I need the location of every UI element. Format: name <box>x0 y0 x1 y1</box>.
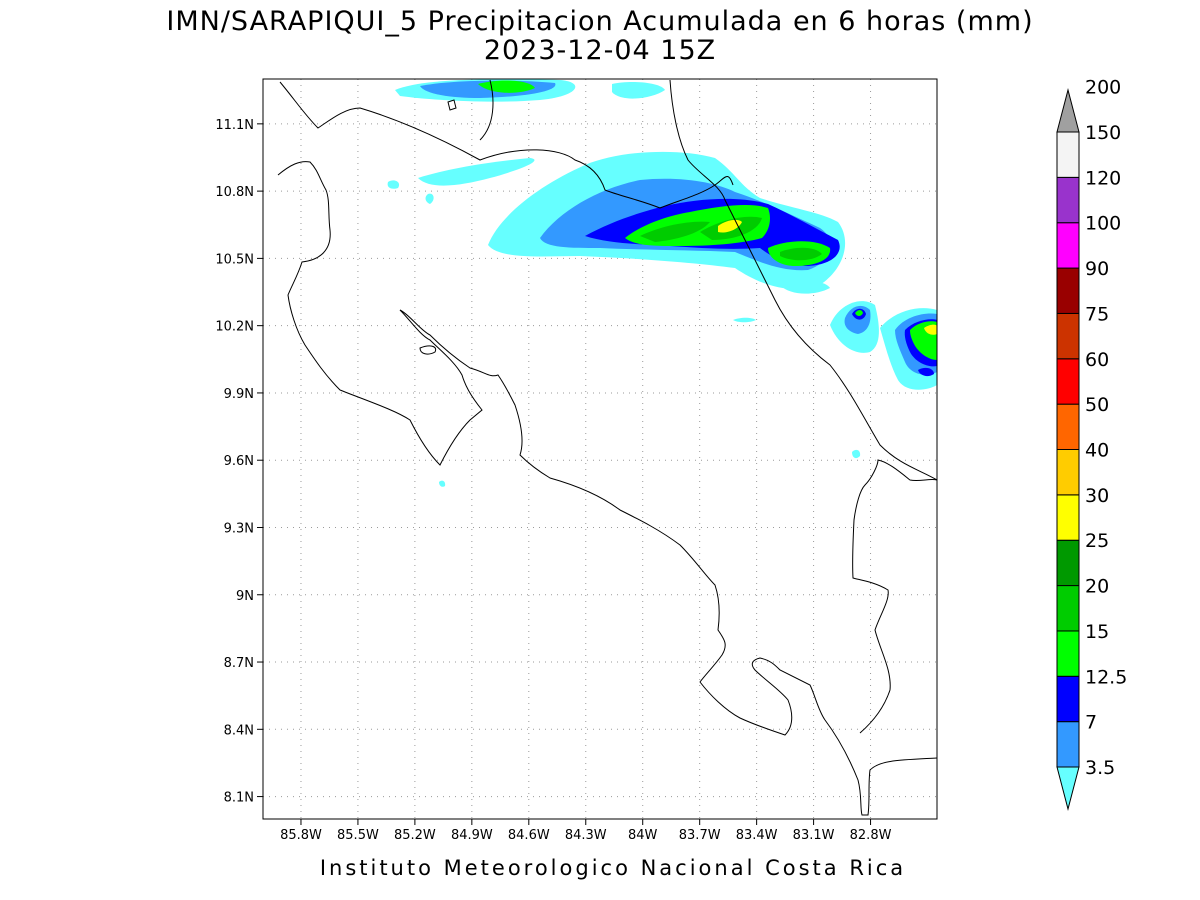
colorbar-swatch <box>1056 539 1080 587</box>
colorbar-legend: 3.5 7 12.5 15 20 25 30 40 50 60 75 90 100 120 150 200 <box>1056 77 1127 811</box>
lat-tick-label: 9.9N <box>224 387 254 402</box>
island-outline <box>447 99 457 111</box>
colorbar-swatch <box>1056 176 1080 224</box>
precip-area-cyan <box>852 449 861 459</box>
colorbar-level-label: 50 <box>1085 394 1109 416</box>
lon-tick-label: 83.7W <box>679 828 721 843</box>
caribbean-coast-line <box>669 79 937 481</box>
colorbar-swatch <box>1056 312 1080 360</box>
colorbar-swatch <box>1056 675 1080 723</box>
colorbar-swatch <box>1056 721 1080 768</box>
nicaragua-border-line <box>279 81 734 209</box>
colorbar-swatch <box>1056 403 1080 450</box>
lon-tick-label: 83.4W <box>736 828 778 843</box>
precip-area-cyan <box>418 158 535 186</box>
colorbar-level-label: 150 <box>1085 122 1121 144</box>
colorbar-swatch <box>1056 630 1080 677</box>
lat-tick-label: 8.4N <box>224 723 254 738</box>
plot-frame <box>262 78 938 820</box>
precip-area-cyan <box>439 480 446 487</box>
precip-area-dark-blue <box>918 367 934 377</box>
lat-tick-label: 10.2N <box>215 320 254 335</box>
colorbar-level-label: 12.5 <box>1085 666 1127 688</box>
colorbar-swatch <box>1056 267 1080 314</box>
lat-tick-label: 10.8N <box>215 185 254 200</box>
lon-tick-label: 85.5W <box>337 828 379 843</box>
longitude-tick-labels: 85.8W 85.5W 85.2W 84.9W 84.6W 84.3W 84W 83.7W 83… <box>280 819 892 843</box>
lon-tick-label: 84.3W <box>565 828 607 843</box>
colorbar-swatch <box>1056 494 1080 541</box>
lat-tick-label: 10.5N <box>215 252 254 267</box>
nicaragua-lake-shore <box>479 79 494 141</box>
colorbar-level-label: 120 <box>1085 167 1121 189</box>
colorbar-level-label: 30 <box>1085 485 1109 507</box>
precip-area-yellow <box>924 324 937 335</box>
precip-area-cyan <box>612 82 665 99</box>
colorbar-swatch <box>1056 131 1080 178</box>
colorbar-swatch <box>1056 585 1080 632</box>
precip-area-cyan <box>387 180 400 189</box>
colorbar-level-label: 7 <box>1085 712 1097 734</box>
precip-area-cyan <box>780 280 830 294</box>
lon-tick-label: 84.6W <box>508 828 550 843</box>
colorbar-level-label: 75 <box>1085 303 1109 325</box>
pacific-coast-north <box>277 161 483 466</box>
colorbar-level-label: 3.5 <box>1085 757 1115 779</box>
lon-tick-label: 85.2W <box>394 828 436 843</box>
colorbar-swatch <box>1056 358 1080 405</box>
colorbar-level-label: 25 <box>1085 530 1109 552</box>
lon-tick-label: 85.8W <box>280 828 322 843</box>
panama-border-line <box>852 459 937 734</box>
colorbar-level-label: 20 <box>1085 576 1109 598</box>
lat-tick-label: 9N <box>236 589 254 604</box>
colorbar-level-label: 200 <box>1085 77 1121 99</box>
colorbar-level-label: 15 <box>1085 621 1109 643</box>
colorbar-high-triangle <box>1056 88 1080 133</box>
lat-tick-label: 11.1N <box>215 118 254 133</box>
colorbar-level-label: 90 <box>1085 258 1109 280</box>
precip-area-cyan <box>733 317 756 323</box>
map-subtitle-datetime: 2023-12-04 15Z <box>483 35 717 66</box>
precip-area-medium-green <box>780 247 822 261</box>
latitude-tick-labels: 8.1N 8.4N 8.7N 9N 9.3N 9.6N 9.9N 10.2N 10.5N 10.8… <box>215 118 263 806</box>
lon-tick-label: 82.8W <box>850 828 892 843</box>
colorbar-swatch <box>1056 449 1080 496</box>
lat-tick-label: 9.6N <box>224 454 254 469</box>
colorbar-level-label: 60 <box>1085 349 1109 371</box>
precip-area-cyan <box>425 193 434 204</box>
nicoya-gulf-island <box>419 345 437 355</box>
lat-tick-label: 9.3N <box>224 521 254 536</box>
lon-tick-label: 84W <box>628 828 658 843</box>
colorbar-low-triangle <box>1056 766 1080 811</box>
precip-area-medium-green <box>640 221 710 242</box>
colorbar-swatch <box>1056 222 1080 269</box>
colorbar-level-label: 40 <box>1085 440 1109 462</box>
lat-tick-label: 8.1N <box>224 791 254 806</box>
colorbar-level-label: 100 <box>1085 213 1121 235</box>
footer-credit: Instituto Meteorologico Nacional Costa R… <box>319 856 907 880</box>
lon-tick-label: 83.1W <box>793 828 835 843</box>
precipitation-field <box>387 79 937 487</box>
map-title: IMN/SARAPIQUI_5 Precipitacion Acumulada … <box>166 6 1034 37</box>
lon-tick-label: 84.9W <box>451 828 493 843</box>
coastlines-and-borders <box>277 79 937 816</box>
lat-tick-label: 8.7N <box>224 656 254 671</box>
nicoya-gulf-shore <box>399 309 937 816</box>
precip-area-green <box>855 310 863 316</box>
